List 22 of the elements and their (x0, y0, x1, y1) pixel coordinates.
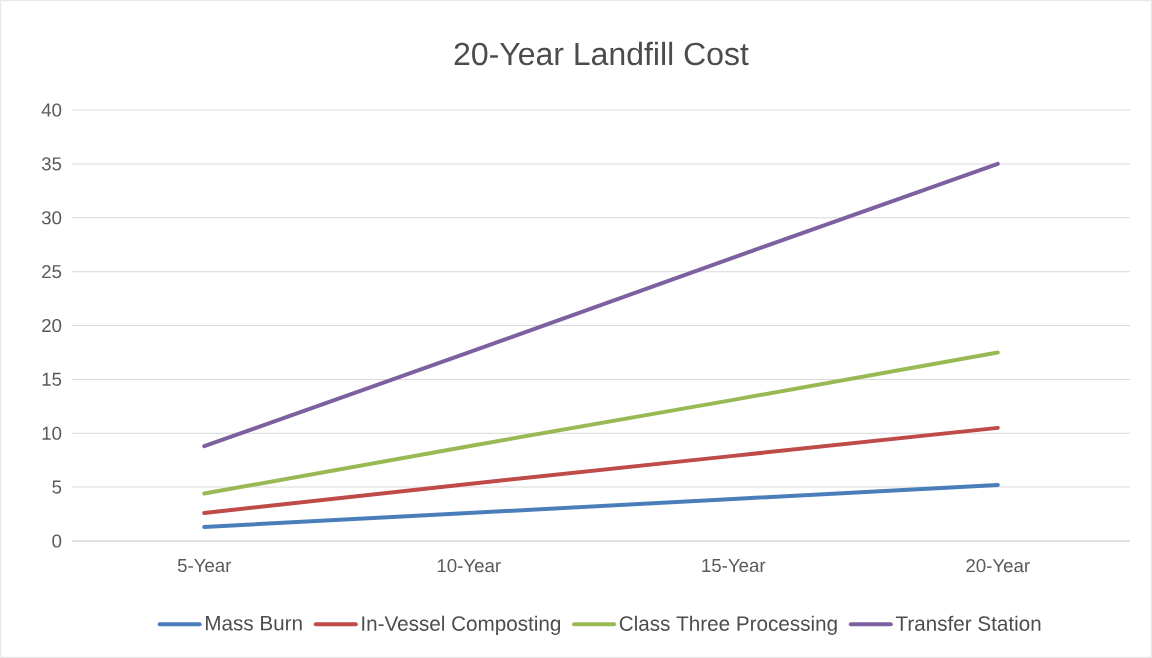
x-tick-label: 5-Year (177, 559, 232, 573)
legend-label: In-Vessel Composting (362, 615, 561, 635)
line-series (202, 425, 1000, 515)
y-tick-label: 15 (42, 372, 62, 386)
y-tick-label: 0 (52, 534, 62, 548)
x-tick-label: 15-Year (702, 559, 766, 573)
chart-title: 20-Year Landfill Cost (454, 41, 749, 66)
y-tick-label: 35 (41, 157, 62, 171)
line-series (202, 482, 1000, 529)
line-series (202, 161, 1000, 449)
y-tick-label: 10 (42, 426, 62, 440)
line-series (202, 350, 1000, 496)
y-tick-label: 30 (41, 211, 62, 225)
x-tick-label: 20-Year (966, 559, 1030, 573)
legend-label: Mass Burn (205, 616, 302, 631)
legend-label: Transfer Station (895, 615, 1041, 631)
y-tick-label: 40 (41, 103, 62, 117)
y-tick-label: 25 (42, 265, 62, 279)
y-tick-label: 5 (52, 480, 62, 494)
x-tick-label: 10-Year (437, 559, 501, 573)
legend-label: Class Three Processing (619, 615, 837, 635)
y-tick-label: 20 (42, 318, 62, 333)
